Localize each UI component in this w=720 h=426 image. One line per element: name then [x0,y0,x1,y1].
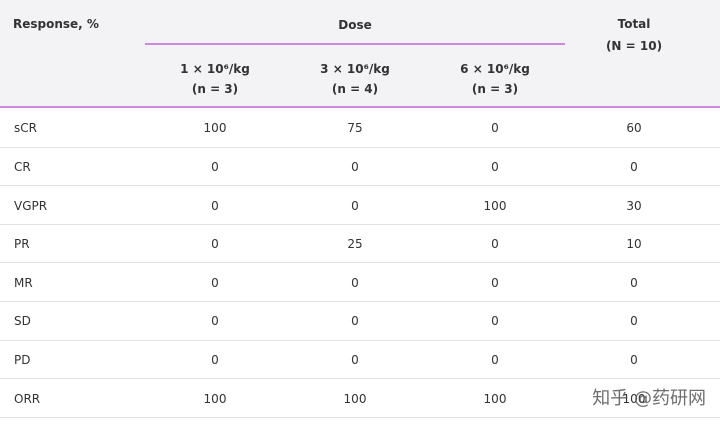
dose-column-header: 1 × 10⁶/kg [180,62,250,76]
row-separator [0,339,720,341]
row-separator [0,223,720,225]
cell: 100 [203,121,227,136]
cell: 0 [211,352,219,367]
total-header: Total [617,17,651,31]
total-n: (N = 10) [605,39,663,53]
cell: 0 [211,314,219,329]
dose-underline [145,43,565,45]
row-label: CR [14,159,31,174]
cell: 0 [630,275,638,290]
cell: 100 [483,391,507,406]
cell: 100 [203,391,227,406]
row-label: MR [14,275,33,290]
cell: 0 [351,198,359,213]
cell: 0 [211,159,219,174]
cell: 0 [351,159,359,174]
row-separator [0,416,720,418]
row-separator [0,301,720,302]
cell: 0 [211,275,219,290]
cell: 100 [343,391,367,406]
dose-column-header: 3 × 10⁶/kg [320,62,390,76]
cell: 60 [626,121,642,136]
cell: 0 [630,314,638,329]
row-label: PR [14,237,30,252]
cell: 0 [351,275,359,290]
cell: 0 [351,352,359,367]
cell: 100 [622,391,646,406]
dose-column-header: 6 × 10⁶/kg [460,62,530,76]
row-separator [0,146,720,148]
cell: 25 [347,237,363,252]
dose-column-n: (n = 4) [331,82,379,96]
header-background [0,0,720,107]
cell: 0 [630,159,638,174]
cell: 10 [626,237,642,252]
dose-column-n: (n = 3) [471,82,519,96]
cell: 0 [630,352,638,367]
cell: 75 [347,121,363,136]
header-border [0,106,720,108]
cell: 0 [211,198,219,213]
cell: 0 [491,275,499,290]
row-label: ORR [14,391,41,406]
response-header: Response, % [13,17,99,31]
cell: 0 [491,121,499,136]
row-label: VGPR [14,198,48,213]
cell: 30 [626,198,642,213]
cell: 0 [491,237,499,252]
cell: 0 [491,159,499,174]
row-label: SD [14,314,31,329]
row-separator [0,378,720,380]
dose-column-n: (n = 3) [191,82,239,96]
cell: 0 [491,352,499,367]
row-separator [0,262,720,264]
cell: 0 [211,237,219,252]
watermark: 知乎 @药研网 [592,388,706,409]
cell: 0 [491,314,499,329]
cell: 0 [351,314,359,329]
dose-header: Dose [338,18,372,32]
row-separator [0,185,720,187]
row-label: PD [14,352,31,367]
row-label: sCR [14,121,37,136]
cell: 100 [483,198,507,213]
